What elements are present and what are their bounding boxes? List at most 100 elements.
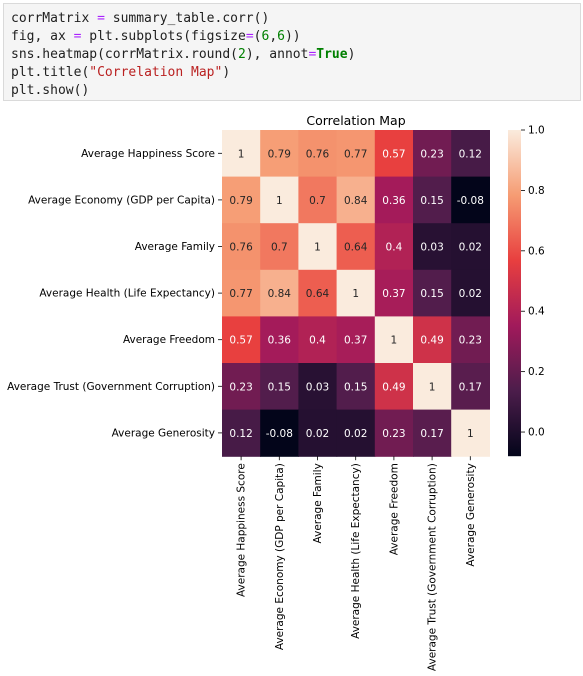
y-tick-label: Average Family: [135, 241, 215, 253]
heatmap-cell: [451, 363, 490, 411]
cell-annotation: 0.4: [309, 335, 326, 347]
y-tick-label: Average Economy (GDP per Capita): [28, 194, 215, 206]
heatmap-cell: [260, 223, 299, 271]
heatmap-cell: [222, 269, 261, 317]
code-token: ), annot: [245, 47, 309, 62]
cell-annotation: 0.23: [420, 148, 443, 160]
cell-annotation: 0.37: [344, 335, 367, 347]
heatmap-cell: [336, 223, 376, 271]
heatmap-cell: [413, 316, 452, 364]
code-line: fig, ax = plt.subplots(figsize=(6,6)): [11, 28, 580, 46]
x-tick-label: Average Generosity: [465, 463, 477, 566]
heatmap-cell: [413, 269, 452, 317]
cell-annotation: 0.4: [386, 242, 403, 254]
heatmap-cell: [222, 409, 261, 457]
cell-annotation: 1: [238, 148, 245, 160]
cell-annotation: -0.08: [457, 195, 484, 207]
code-token: =: [308, 47, 317, 62]
x-tick-label: Average Trust (Government Corruption): [427, 463, 439, 671]
cell-annotation: 0.15: [344, 381, 367, 393]
cell-annotation: 0.37: [382, 288, 405, 300]
cell-annotation: 1: [467, 428, 474, 440]
colorbar-tick-label: 0.4: [528, 306, 545, 318]
cell-annotation: 0.79: [268, 148, 291, 160]
heatmap-cell: [413, 130, 452, 178]
heatmap-cell: [374, 130, 414, 178]
heatmap-cell: [260, 176, 299, 224]
cell-annotation: 0.02: [459, 242, 482, 254]
x-tick-label: Average Health (Life Expectancy): [350, 463, 362, 639]
y-tick-label: Average Health (Life Expectancy): [39, 288, 215, 300]
cell-annotation: 0.77: [229, 288, 252, 300]
code-token: ): [222, 65, 231, 80]
heatmap-cell: [298, 363, 338, 411]
y-tick-label: Average Happiness Score: [81, 148, 215, 160]
code-editor[interactable]: corrMatrix = summary_table.corr() fig, ax…: [11, 10, 580, 100]
code-token: ,: [269, 29, 278, 44]
heatmap-cell: [336, 130, 376, 178]
heatmap-cell: [336, 176, 376, 224]
heatmap-cell: [222, 223, 261, 271]
heatmap-cell: [298, 316, 338, 364]
cell-annotation: 0.76: [229, 242, 253, 254]
heatmap-cell: [336, 409, 376, 457]
heatmap-cell: [260, 316, 299, 364]
cell-annotation: 0.02: [344, 428, 367, 440]
code-token: (: [253, 29, 262, 44]
heatmap-cell: [260, 363, 299, 411]
heatmap-cell: [298, 130, 338, 178]
heatmap-cell: [413, 223, 452, 271]
code-cell[interactable]: corrMatrix = summary_table.corr() fig, ax…: [3, 3, 581, 101]
code-token: =: [97, 11, 105, 26]
cell-annotation: 0.64: [306, 288, 330, 300]
cell-annotation: 0.64: [344, 242, 368, 254]
cell-annotation: 0.36: [382, 195, 406, 207]
code-token: "Correlation Map": [89, 65, 223, 80]
heatmap-cell: [336, 316, 376, 364]
heatmap-figure: Correlation Map 1 0.79 0.76 0.77 0.57 0.23 0.1…: [7, 113, 545, 671]
y-tick-label: Average Freedom: [123, 334, 215, 346]
code-token: 2: [237, 47, 246, 62]
heatmap-cell: [413, 409, 452, 457]
heatmap-cell: [222, 316, 261, 364]
code-token: plt.show(): [11, 83, 90, 98]
x-tick-label: Average Economy (GDP per Capita): [274, 463, 286, 650]
heatmap-cell: [298, 409, 338, 457]
cell-annotation: 0.57: [229, 335, 252, 347]
heatmap-cell: [451, 223, 490, 271]
heatmap-cell: [260, 130, 299, 178]
heatmap-cell: [413, 176, 452, 224]
cell-annotation: 0.49: [420, 335, 443, 347]
heatmap-cell: [260, 409, 299, 457]
heatmap-cell: [298, 223, 338, 271]
cell-annotation: 0.23: [229, 381, 252, 393]
code-token: 6: [261, 29, 270, 44]
heatmap-cell: [336, 363, 376, 411]
heatmap-cell: [451, 130, 490, 178]
cell-annotation: 0.12: [459, 148, 482, 160]
cell-annotation: 0.84: [344, 195, 368, 207]
code-line: corrMatrix = summary_table.corr(): [11, 10, 580, 28]
cell-annotation: 0.23: [459, 335, 482, 347]
y-tick-label: Average Trust (Government Corruption): [7, 381, 215, 393]
cell-annotation: 0.76: [306, 148, 330, 160]
cell-annotation: 0.77: [344, 148, 367, 160]
heatmap-cell: [374, 176, 414, 224]
code-line: plt.title("Correlation Map"): [11, 64, 580, 82]
cell-annotation: 0.03: [306, 381, 329, 393]
cell-annotation: 0.79: [229, 195, 252, 207]
heatmap-cell: [374, 223, 414, 271]
cell-annotation: 1: [314, 242, 321, 254]
code-token: ): [347, 47, 356, 62]
heatmap-cell: [336, 269, 376, 317]
code-token: =: [73, 29, 82, 44]
x-tick-label: Average Happiness Score: [236, 463, 248, 597]
cell-annotation: 0.17: [420, 428, 443, 440]
code-token: summary_table.corr(): [104, 11, 270, 26]
code-token: plt.subplots(figsize: [81, 29, 246, 44]
cell-annotation: 0.7: [309, 195, 326, 207]
heatmap-cell: [451, 269, 490, 317]
cell-annotation: 0.49: [382, 381, 405, 393]
heatmap-cell: [374, 316, 414, 364]
code-line: plt.show(): [11, 82, 580, 100]
